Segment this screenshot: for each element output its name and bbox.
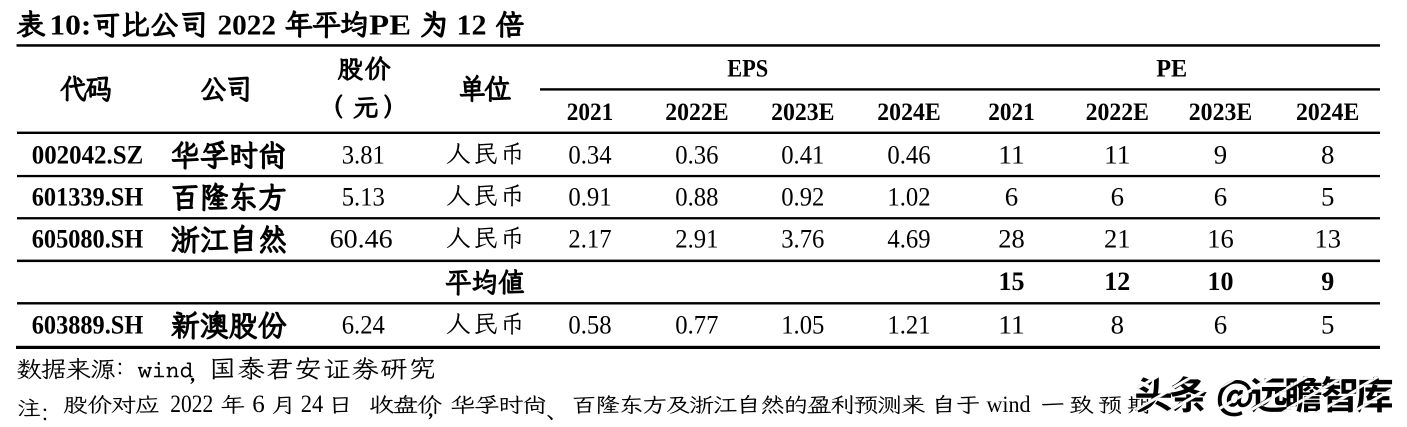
svg-text:2021: 2021 [988, 99, 1035, 126]
svg-text:2.17: 2.17 [568, 224, 611, 254]
svg-text:6: 6 [1214, 310, 1227, 340]
svg-text:6: 6 [1111, 181, 1124, 211]
svg-text:16: 16 [1207, 224, 1234, 254]
svg-text:11: 11 [1104, 139, 1131, 169]
svg-text:605080.SH: 605080.SH [32, 224, 144, 254]
svg-text:0.88: 0.88 [675, 181, 718, 211]
svg-text:13: 13 [1314, 224, 1341, 254]
svg-text:2024E: 2024E [1296, 99, 1359, 126]
svg-text:2024E: 2024E [877, 99, 940, 126]
svg-text:2022E: 2022E [665, 99, 728, 126]
svg-text:5: 5 [1321, 181, 1334, 211]
svg-text:11: 11 [998, 139, 1025, 169]
svg-text:002042.SZ: 002042.SZ [32, 139, 144, 169]
svg-text:6: 6 [1005, 181, 1018, 211]
svg-text:0.34: 0.34 [568, 139, 611, 169]
svg-text:11: 11 [998, 310, 1025, 340]
svg-text:PE: PE [369, 11, 411, 42]
svg-text:9: 9 [1321, 267, 1334, 296]
svg-text:0.77: 0.77 [675, 310, 718, 340]
svg-text:0.36: 0.36 [675, 139, 718, 169]
svg-text:2.91: 2.91 [675, 224, 718, 254]
svg-text:1.05: 1.05 [781, 310, 824, 340]
svg-text:10: 10 [1208, 267, 1234, 296]
svg-text:1.21: 1.21 [887, 310, 930, 340]
svg-text:12: 12 [457, 11, 487, 42]
svg-text:2022: 2022 [218, 11, 277, 42]
svg-text:2022: 2022 [170, 391, 213, 418]
svg-text:EPS: EPS [727, 55, 768, 82]
svg-text:0.91: 0.91 [568, 181, 611, 211]
svg-text:3.81: 3.81 [342, 139, 385, 169]
svg-text:21: 21 [1104, 224, 1131, 254]
svg-text:10:: 10: [49, 11, 91, 42]
svg-text:wind: wind [987, 392, 1031, 418]
svg-text:1.02: 1.02 [887, 181, 930, 211]
svg-text:6: 6 [1214, 181, 1227, 211]
svg-text:4.69: 4.69 [887, 224, 930, 254]
svg-text:12: 12 [1104, 267, 1130, 296]
svg-text:0.46: 0.46 [887, 139, 930, 169]
svg-text:9: 9 [1214, 139, 1227, 169]
svg-text:2021: 2021 [567, 99, 614, 126]
svg-text:5.13: 5.13 [342, 181, 385, 211]
svg-text:0.92: 0.92 [781, 181, 824, 211]
svg-text:0.41: 0.41 [781, 139, 824, 169]
svg-text:PE: PE [1156, 55, 1187, 82]
svg-text:603889.SH: 603889.SH [32, 310, 144, 340]
svg-text:601339.SH: 601339.SH [32, 181, 144, 211]
svg-text:6: 6 [252, 391, 265, 418]
svg-text:60.46: 60.46 [330, 224, 393, 254]
svg-text:28: 28 [998, 224, 1025, 254]
svg-text:2023E: 2023E [1189, 99, 1252, 126]
svg-text:5: 5 [1321, 310, 1334, 340]
svg-text:8: 8 [1111, 310, 1124, 340]
svg-text:2022E: 2022E [1086, 99, 1149, 126]
svg-text:3.76: 3.76 [781, 224, 824, 254]
svg-text:15: 15 [999, 267, 1025, 296]
svg-text:6.24: 6.24 [342, 310, 385, 340]
svg-text:24: 24 [301, 391, 324, 418]
svg-text:0.58: 0.58 [568, 310, 611, 340]
svg-text:2023E: 2023E [771, 99, 834, 126]
svg-text:8: 8 [1321, 139, 1334, 169]
